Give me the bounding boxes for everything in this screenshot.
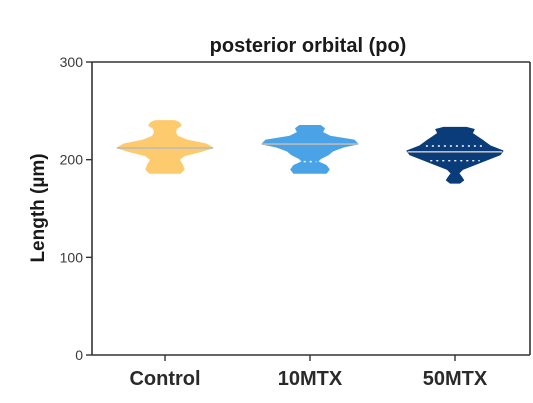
- violin-control: [116, 120, 214, 174]
- y-ticks: 0 100 200 300: [60, 54, 92, 363]
- violin-10mtx: [261, 125, 359, 174]
- x-ticks: Control 10MTX 50MTX: [129, 355, 488, 390]
- y-tick-label: 200: [60, 152, 84, 168]
- y-axis-label: Length (µm): [28, 153, 49, 262]
- y-tick-label: 300: [60, 54, 84, 70]
- chart-title: posterior orbital (po): [210, 35, 407, 57]
- x-tick-label: Control: [129, 368, 200, 390]
- violins-group: [116, 120, 504, 184]
- violin-50mtx: [406, 126, 504, 184]
- x-tick-label: 10MTX: [278, 368, 343, 390]
- y-tick-label: 100: [60, 249, 84, 265]
- y-tick-label: 0: [75, 347, 83, 363]
- x-tick-label: 50MTX: [423, 368, 488, 390]
